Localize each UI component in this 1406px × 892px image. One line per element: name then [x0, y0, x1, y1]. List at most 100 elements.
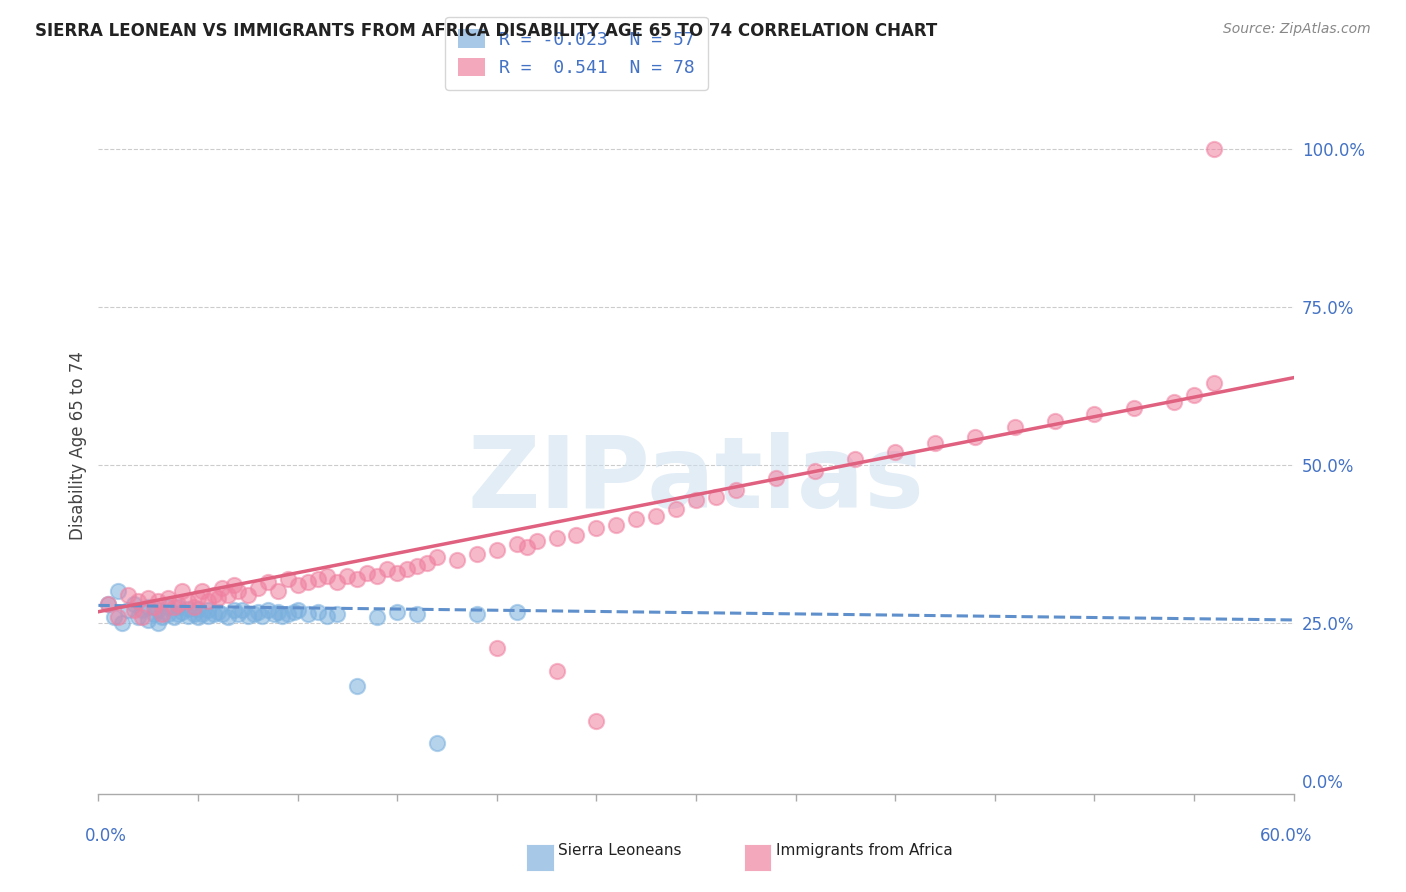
Point	[287, 578, 309, 592]
Point	[157, 591, 180, 605]
Point	[765, 470, 787, 484]
Point	[963, 429, 986, 443]
Point	[336, 568, 359, 582]
Point	[187, 609, 209, 624]
Point	[884, 445, 907, 459]
Point	[605, 518, 627, 533]
Point	[506, 605, 529, 619]
Point	[645, 508, 668, 523]
Point	[197, 608, 219, 623]
Point	[297, 574, 319, 589]
Point	[465, 547, 488, 561]
Point	[724, 483, 747, 498]
Point	[406, 607, 429, 621]
Point	[396, 562, 419, 576]
Point	[148, 594, 170, 608]
Point	[246, 605, 269, 619]
Point	[191, 607, 214, 621]
Point	[157, 600, 180, 615]
Text: Source: ZipAtlas.com: Source: ZipAtlas.com	[1223, 22, 1371, 37]
Point	[256, 574, 278, 589]
Point	[124, 603, 146, 617]
Point	[131, 603, 153, 617]
Point	[136, 600, 159, 615]
Point	[183, 607, 205, 621]
Point	[226, 607, 249, 621]
Text: Immigrants from Africa: Immigrants from Africa	[776, 843, 953, 858]
Point	[665, 502, 688, 516]
Point	[485, 543, 508, 558]
Point	[143, 600, 166, 615]
Point	[250, 608, 273, 623]
Point	[267, 584, 290, 599]
Point	[107, 609, 129, 624]
Point	[207, 591, 229, 605]
Point	[356, 566, 378, 580]
Point	[316, 608, 339, 623]
Point	[270, 608, 292, 623]
Point	[307, 572, 329, 586]
Point	[385, 566, 409, 580]
Point	[626, 512, 648, 526]
Text: 60.0%: 60.0%	[1260, 827, 1313, 845]
Point	[226, 584, 249, 599]
Point	[546, 531, 568, 545]
Point	[167, 597, 190, 611]
Y-axis label: Disability Age 65 to 74: Disability Age 65 to 74	[69, 351, 87, 541]
Point	[97, 597, 120, 611]
Point	[202, 588, 225, 602]
Point	[366, 568, 388, 582]
Point	[366, 609, 388, 624]
Point	[167, 607, 190, 621]
Point	[167, 600, 190, 615]
Point	[197, 603, 219, 617]
Point	[1004, 420, 1026, 434]
Point	[177, 608, 200, 623]
Point	[256, 603, 278, 617]
Point	[127, 609, 149, 624]
Point	[1043, 414, 1066, 428]
Point	[526, 533, 548, 548]
Point	[197, 594, 219, 608]
Point	[844, 451, 866, 466]
Point	[131, 609, 153, 624]
Point	[202, 607, 225, 621]
Point	[163, 600, 186, 615]
Point	[157, 607, 180, 621]
Point	[516, 540, 538, 554]
Point	[117, 603, 139, 617]
Point	[150, 607, 173, 621]
Point	[297, 607, 319, 621]
Point	[136, 613, 159, 627]
Text: Sierra Leoneans: Sierra Leoneans	[558, 843, 682, 858]
Point	[416, 556, 439, 570]
Point	[426, 736, 449, 750]
Point	[127, 594, 149, 608]
Point	[222, 603, 245, 617]
Text: ZIPatlas: ZIPatlas	[468, 433, 924, 529]
Point	[1202, 376, 1225, 390]
Point	[217, 609, 239, 624]
Point	[103, 609, 125, 624]
Point	[346, 572, 368, 586]
Point	[187, 602, 209, 616]
Point	[406, 559, 429, 574]
Point	[207, 605, 229, 619]
Point	[148, 616, 170, 631]
Point	[1123, 401, 1146, 415]
Point	[446, 553, 468, 567]
Text: SIERRA LEONEAN VS IMMIGRANTS FROM AFRICA DISABILITY AGE 65 TO 74 CORRELATION CHA: SIERRA LEONEAN VS IMMIGRANTS FROM AFRICA…	[35, 22, 938, 40]
Point	[183, 600, 205, 615]
Text: 0.0%: 0.0%	[84, 827, 127, 845]
Point	[150, 609, 173, 624]
Point	[485, 641, 508, 656]
Point	[231, 603, 253, 617]
Point	[346, 679, 368, 693]
Point	[136, 591, 159, 605]
Point	[111, 616, 134, 631]
Point	[316, 568, 339, 582]
Point	[685, 492, 707, 507]
Point	[924, 435, 946, 450]
Point	[277, 572, 299, 586]
Point	[465, 607, 488, 621]
